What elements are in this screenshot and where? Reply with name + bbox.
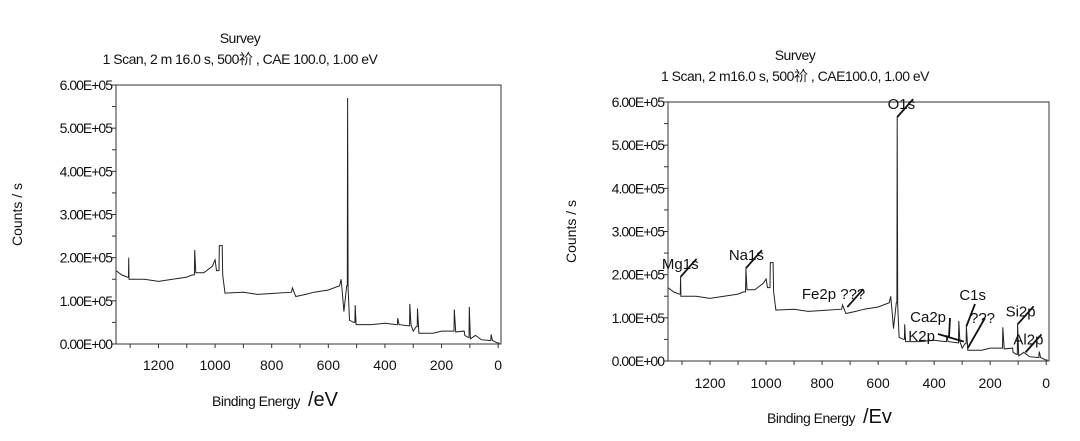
y-tick-label: 2.00E+05 [60, 250, 114, 266]
y-tick-label: 6.00E+05 [60, 77, 114, 93]
x-tick-label: 800 [810, 375, 834, 391]
x-tick-label: 400 [373, 357, 397, 373]
x-tick-label: 200 [430, 357, 454, 373]
y-tick-label: 5.00E+05 [60, 120, 114, 136]
y-tick-label: 0.00E+00 [60, 336, 114, 352]
peak-label: Al2p [1013, 331, 1043, 348]
peak-label: Ca2p [910, 309, 946, 326]
y-tick-label: 5.00E+05 [612, 137, 666, 153]
peak-leader-line [948, 317, 951, 338]
x-tick-label: 1200 [143, 357, 174, 373]
y-tick-label: 1.00E+05 [612, 310, 666, 326]
x-tick-label: 800 [260, 357, 284, 373]
y-tick-label: 3.00E+05 [612, 224, 666, 240]
y-tick-label: 4.00E+05 [60, 163, 114, 179]
y-tick-label: 3.00E+05 [60, 207, 114, 223]
peak-leader-line [937, 333, 965, 343]
peak-leader-line [1016, 305, 1035, 325]
plot-frame [115, 84, 502, 345]
x-tick-label: 600 [317, 357, 341, 373]
y-tick-label: 4.00E+05 [612, 180, 666, 196]
chart-2: Survey 1 Scan, 2 m16.0 s, 500祄 , CAE100.0… [563, 47, 1050, 428]
peak-leader-line [1024, 333, 1043, 353]
y-tick-label: 0.00E+00 [612, 353, 666, 369]
x-tick-label: 400 [922, 375, 946, 391]
peak-label: Na1s [729, 247, 764, 264]
chart-subtitle: 1 Scan, 2 m 16.0 s, 500祄 , CAE 100.0, 1.… [103, 51, 379, 67]
x-tick-label: 1000 [200, 357, 231, 373]
y-tick-label: 1.00E+05 [60, 293, 114, 309]
peak-leader-line [679, 258, 698, 278]
peak-label: O1s [888, 96, 916, 113]
peak-leader-line [745, 249, 763, 269]
peak-label: Si2p [1006, 303, 1036, 320]
peak-leader-line [965, 303, 976, 327]
spectrum-line [115, 97, 500, 344]
y-axis-label: Counts / s [9, 183, 25, 246]
peak-label: K2p [908, 328, 935, 345]
peak-leader-line [966, 317, 986, 349]
x-axis-label: Binding Energy [212, 393, 300, 409]
x-axis-unit: /eV [308, 389, 339, 411]
x-tick-label: 1200 [694, 375, 725, 391]
peak-leader-line [846, 288, 864, 308]
x-tick-label: 600 [866, 375, 890, 391]
x-tick-label: 0 [494, 357, 502, 373]
y-tick-label: 2.00E+05 [612, 267, 666, 283]
x-axis-label: Binding Energy [767, 410, 855, 426]
y-tick-label: 6.00E+05 [612, 94, 666, 110]
chart-subtitle: 1 Scan, 2 m16.0 s, 500祄 , CAE100.0, 1.00… [661, 68, 930, 84]
peak-label: ??? [970, 310, 995, 327]
peak-label: Fe2p ??? [802, 286, 865, 303]
y-axis-label: Counts / s [563, 200, 579, 263]
x-axis-unit: /Ev [863, 406, 892, 428]
peak-leader-line [896, 98, 914, 118]
peak-label: Mg1s [662, 256, 699, 273]
x-tick-label: 0 [1042, 375, 1050, 391]
chart-title: Survey [775, 47, 816, 63]
chart-1: Survey 1 Scan, 2 m 16.0 s, 500祄 , CAE 100… [9, 30, 502, 411]
spectrum-line [667, 117, 1048, 361]
peak-label: C1s [959, 287, 986, 304]
x-tick-label: 1000 [750, 375, 781, 391]
chart-title: Survey [220, 30, 261, 46]
x-tick-label: 200 [978, 375, 1002, 391]
